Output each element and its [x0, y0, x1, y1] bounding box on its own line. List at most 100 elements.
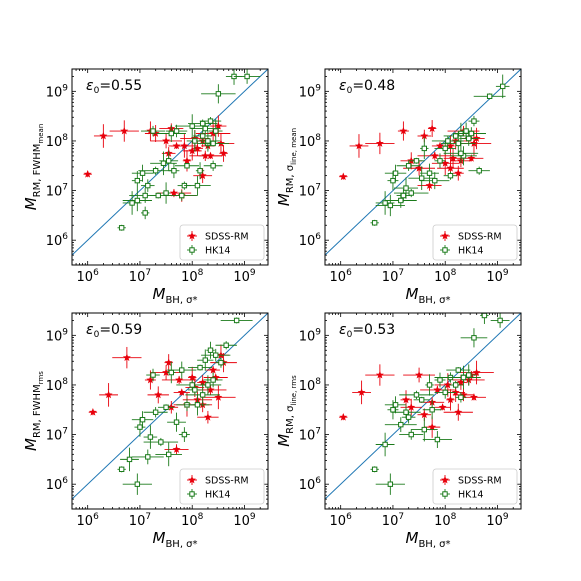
hk14-point [375, 473, 405, 495]
sdss-rm-point [147, 386, 169, 404]
hk14-point [203, 372, 223, 388]
sdss-rm-point [83, 169, 92, 178]
hk14-point [399, 429, 424, 440]
x-tick-label: 109 [486, 268, 509, 285]
panel-bottom-right: 106 107 108 109 106 107 108 109 ε0=0.53 SDSS-RM HK… [275, 312, 522, 550]
series-hk14 [370, 74, 510, 226]
sdss-rm-point [403, 367, 436, 383]
hk14-point [168, 163, 180, 179]
hk14-point [420, 137, 429, 160]
panel-top-right: 106 107 108 109 106 107 108 109 ε0=0.48 SDSS-RM HK… [275, 68, 522, 306]
sdss-rm-point [365, 364, 395, 386]
sdss-rm-point [88, 408, 98, 416]
hk14-point [375, 194, 405, 217]
y-tick-label: 108 [299, 377, 322, 394]
y-tick-label: 107 [299, 427, 321, 444]
sdss-rm-point [349, 134, 369, 158]
sdss-rm-point [112, 346, 142, 369]
x-axis-label: MBH, σ* [405, 285, 450, 306]
hk14-point [117, 466, 126, 473]
hk14-point [195, 130, 220, 152]
sdss-rm-point [443, 403, 473, 421]
sdss-rm-point [352, 380, 371, 405]
hk14-point [188, 385, 202, 394]
legend-box [432, 224, 518, 261]
y-tick-label: 106 [46, 476, 69, 493]
hk14-point [184, 176, 211, 196]
x-tick-label: 106 [77, 512, 100, 529]
y-tick-label: 109 [46, 327, 69, 344]
hk14-point [495, 74, 510, 99]
legend-label-hk14: HK14 [205, 490, 230, 501]
legend-star-icon [188, 231, 196, 240]
hk14-point [206, 341, 215, 359]
hk14-point [201, 84, 236, 104]
hk14-point [490, 313, 510, 328]
hk14-point [384, 396, 407, 414]
x-tick-label: 108 [434, 512, 457, 529]
sdss-rm-point [339, 172, 348, 181]
hk14-point [434, 142, 456, 155]
hk14-point [146, 368, 160, 382]
sdss-rm-point [201, 385, 236, 410]
data-points [83, 69, 261, 231]
hk14-point [143, 425, 158, 449]
data-points [88, 317, 253, 495]
y-tick-label: 109 [46, 83, 69, 100]
sdss-rm-point [365, 132, 395, 155]
hk14-point [456, 127, 486, 140]
sdss-rm-point [99, 383, 118, 407]
hk14-point [165, 124, 188, 138]
hk14-point [203, 160, 223, 171]
hk14-point [131, 449, 164, 465]
hk14-point [384, 417, 417, 433]
y-tick-label: 109 [299, 83, 322, 100]
x-tick-label: 108 [181, 512, 204, 529]
hk14-point [155, 442, 183, 467]
hk14-point [443, 143, 479, 163]
epsilon-annotation: ε0=0.59 [86, 322, 142, 340]
hk14-point [156, 125, 186, 142]
y-axis-label: MRM, FWHMrms [22, 371, 45, 451]
hk14-point [131, 171, 143, 191]
y-tick-label: 106 [299, 476, 322, 493]
epsilon-annotation: ε0=0.55 [86, 78, 142, 96]
legend-box [432, 468, 518, 505]
hk14-point [455, 392, 467, 403]
hk14-point [122, 189, 152, 212]
hk14-point [185, 394, 210, 416]
legend-label-sdss-rm: SDSS-RM [205, 232, 249, 243]
sdss-rm-point [198, 151, 223, 160]
x-tick-label: 109 [233, 268, 256, 285]
hk14-point [140, 125, 166, 137]
hk14-point [480, 313, 489, 324]
hk14-point [140, 179, 155, 192]
y-tick-label: 109 [299, 327, 322, 344]
x-tick-label: 109 [233, 512, 256, 529]
legend: SDSS-RM HK14 [179, 468, 265, 505]
hk14-point [468, 115, 480, 127]
sdss-rm-point [434, 403, 451, 411]
axes-frame [71, 312, 269, 510]
data-points [339, 313, 510, 495]
legend-label-sdss-rm: SDSS-RM [458, 232, 502, 243]
hk14-point [420, 172, 450, 190]
hk14-point [408, 157, 425, 164]
hk14-point [178, 427, 190, 442]
x-tick-label: 109 [486, 512, 509, 529]
hk14-point [370, 219, 379, 226]
hk14-point [131, 411, 154, 429]
legend-label-hk14: HK14 [458, 246, 483, 257]
hk14-point [174, 162, 200, 169]
one-to-one-line [325, 313, 521, 500]
y-tick-label: 108 [46, 133, 69, 150]
hk14-point [140, 206, 150, 220]
y-tick-label: 108 [46, 377, 69, 394]
y-tick-label: 106 [299, 232, 322, 249]
hk14-point [143, 407, 168, 418]
sdss-rm-point [417, 151, 453, 160]
hk14-point [165, 190, 198, 201]
epsilon-annotation: ε0=0.53 [339, 322, 395, 340]
hk14-point [120, 447, 139, 472]
sdss-rm-point [173, 388, 190, 396]
